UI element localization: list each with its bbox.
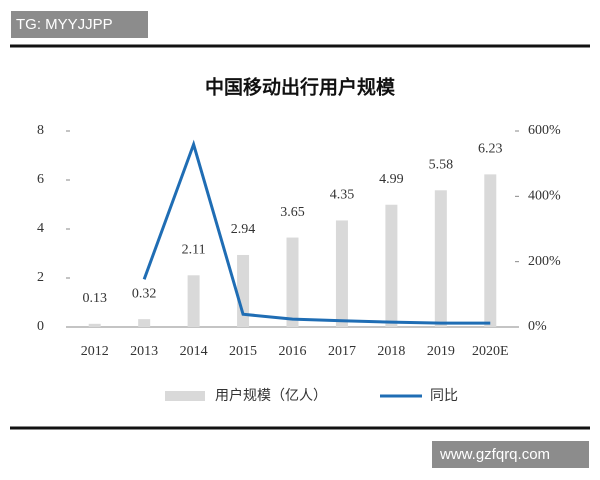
data-label: 2.11 xyxy=(182,243,206,258)
x-tick-label: 2020E xyxy=(472,344,509,359)
data-label: 3.65 xyxy=(280,205,305,220)
bar xyxy=(335,220,348,327)
x-tick-label: 2018 xyxy=(377,344,405,359)
bar xyxy=(434,190,447,327)
y2-tick-label: 400% xyxy=(528,189,561,204)
bar xyxy=(138,319,151,327)
data-label: 6.23 xyxy=(478,142,503,157)
watermark: TG: MYYJJPP xyxy=(16,16,113,33)
y-tick-label: 4 xyxy=(37,221,44,236)
data-label: 4.35 xyxy=(330,188,355,203)
bar xyxy=(237,254,250,327)
y-tick-label: 8 xyxy=(37,123,44,138)
x-tick-label: 2014 xyxy=(180,344,208,359)
x-tick-label: 2013 xyxy=(130,344,158,359)
x-tick-label: 2019 xyxy=(427,344,455,359)
bar xyxy=(385,204,398,327)
data-label: 4.99 xyxy=(379,172,404,187)
data-label: 5.58 xyxy=(429,158,454,173)
y2-tick-label: 0% xyxy=(528,319,547,334)
legend-swatch xyxy=(165,391,205,401)
bar xyxy=(88,323,101,327)
y-tick-label: 6 xyxy=(37,172,44,187)
legend-label: 同比 xyxy=(430,388,458,404)
bar xyxy=(187,275,200,327)
y-tick-label: 2 xyxy=(37,270,44,285)
plot: 0 2 4 6 8 0% 200% 400% 600% 0.13 0.32 2.11 2.94 3.65 4… xyxy=(37,123,561,404)
x-tick-label: 2012 xyxy=(81,344,109,359)
y-tick-label: 0 xyxy=(37,319,44,334)
chart-title: 中国移动出行用户规模 xyxy=(205,76,396,99)
x-tick-label: 2015 xyxy=(229,344,257,359)
watermark-box xyxy=(432,441,589,468)
line xyxy=(142,139,491,325)
watermark-box xyxy=(11,11,148,38)
data-label: 0.32 xyxy=(132,286,157,301)
legend-label: 用户规模（亿人） xyxy=(215,387,327,404)
x-tick-label: 2016 xyxy=(279,344,307,359)
x-tick-label: 2017 xyxy=(328,344,356,359)
y2-tick-label: 200% xyxy=(528,254,561,269)
watermark: www.gzfqrq.com xyxy=(439,446,550,463)
bar xyxy=(484,174,497,327)
data-label: 2.94 xyxy=(231,222,256,237)
bar xyxy=(286,237,299,327)
data-label: 0.13 xyxy=(82,291,107,306)
y2-tick-label: 600% xyxy=(528,123,561,138)
